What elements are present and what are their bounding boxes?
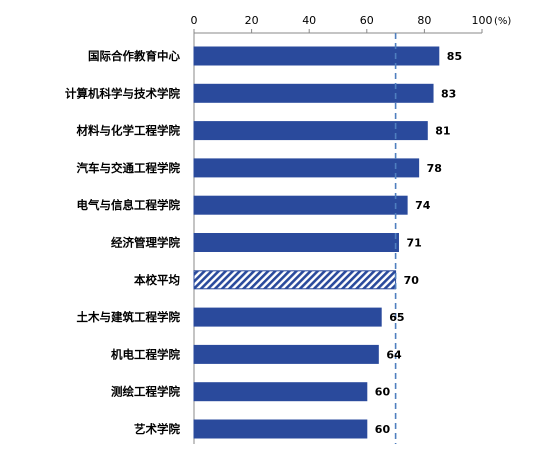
bar bbox=[193, 83, 434, 103]
value-label: 70 bbox=[404, 274, 420, 287]
value-label: 60 bbox=[375, 423, 391, 436]
bar bbox=[193, 419, 368, 439]
bar bbox=[193, 195, 408, 215]
x-tick-label: 40 bbox=[302, 14, 316, 27]
bar bbox=[193, 233, 399, 252]
category-label: 国际合作教育中心 bbox=[88, 49, 180, 63]
value-label: 83 bbox=[441, 87, 456, 100]
bar bbox=[193, 158, 420, 178]
x-tick-label: 100 bbox=[472, 14, 493, 27]
category-label: 测绘工程学院 bbox=[111, 385, 180, 399]
category-label: 电气与信息工程学院 bbox=[77, 198, 181, 212]
bar bbox=[193, 121, 428, 141]
category-label: 本校平均 bbox=[134, 273, 180, 287]
x-axis: 0 20 40 60 80 100 (%) bbox=[191, 14, 511, 444]
category-label: 计算机科学与技术学院 bbox=[65, 86, 180, 100]
bar-average bbox=[193, 270, 397, 290]
value-label: 60 bbox=[375, 386, 391, 399]
bar bbox=[193, 382, 368, 402]
value-label: 65 bbox=[389, 311, 404, 324]
bar bbox=[193, 307, 382, 327]
x-tick-label: 20 bbox=[245, 14, 259, 27]
value-label: 78 bbox=[427, 162, 442, 175]
value-label: 85 bbox=[447, 50, 462, 63]
x-tick-label: 80 bbox=[417, 14, 431, 27]
bars bbox=[193, 46, 440, 439]
x-tick-label: 60 bbox=[360, 14, 374, 27]
value-label: 64 bbox=[386, 348, 402, 361]
category-label: 机电工程学院 bbox=[111, 347, 180, 361]
category-label: 艺术学院 bbox=[134, 422, 180, 436]
bar bbox=[193, 46, 440, 66]
value-label: 81 bbox=[435, 125, 450, 138]
labels: 国际合作教育中心 85 计算机科学与技术学院 83 材料与化学工程学院 81 汽车与交通工程… bbox=[65, 49, 462, 436]
bar bbox=[193, 344, 379, 364]
category-label: 经济管理学院 bbox=[111, 236, 180, 250]
category-label: 材料与化学工程学院 bbox=[77, 124, 181, 138]
category-label: 汽车与交通工程学院 bbox=[77, 161, 181, 175]
x-tick-label: 0 bbox=[191, 14, 198, 27]
value-label: 71 bbox=[406, 237, 421, 250]
value-label: 74 bbox=[415, 199, 431, 212]
category-label: 土木与建筑工程学院 bbox=[77, 310, 181, 324]
x-unit-label: (%) bbox=[494, 16, 511, 27]
